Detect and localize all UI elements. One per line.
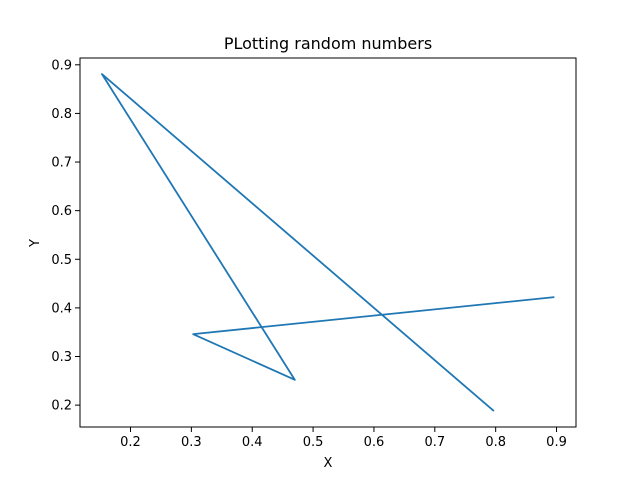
y-tick-label: 0.5 [51,253,72,268]
x-tick-label: 0.3 [181,435,202,450]
y-tick-label: 0.7 [51,156,72,171]
y-axis-label: Y [28,239,43,248]
x-tick-label: 0.4 [242,435,263,450]
x-tick-label: 0.2 [120,435,141,450]
chart-title: PLotting random numbers [224,34,432,53]
axes-frame [79,57,577,428]
x-tick-label: 0.8 [485,435,506,450]
axis-ticks: 0.2 0.3 0.4 0.5 0.6 0.7 0.8 0.9 0.2 0.3 0.4 0.5 0.6 0… [51,58,567,450]
plot-area [101,73,555,412]
y-tick-label: 0.6 [51,204,72,219]
y-tick-label: 0.4 [51,301,72,316]
x-tick-label: 0.9 [546,435,567,450]
y-tick-label: 0.3 [51,350,72,365]
x-tick-label: 0.7 [424,435,445,450]
series-line [101,73,555,412]
x-tick-label: 0.6 [364,435,385,450]
y-tick-label: 0.2 [51,399,72,414]
x-tick-label: 0.5 [303,435,324,450]
x-axis-label: X [324,456,333,471]
y-tick-label: 0.8 [51,107,72,122]
y-tick-label: 0.9 [51,58,72,73]
